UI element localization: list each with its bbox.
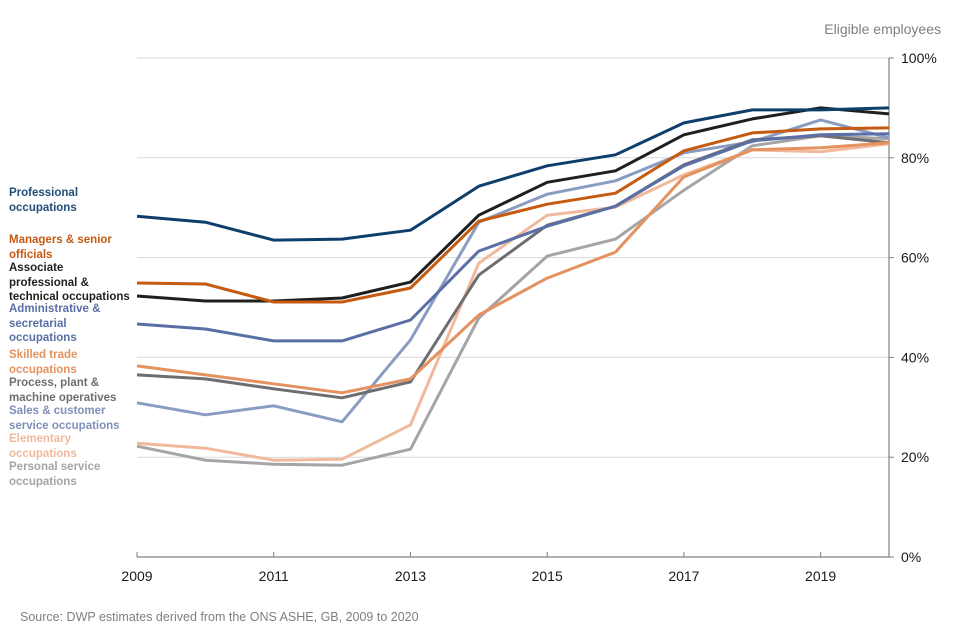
series-line-skilled-trade-occupations [136, 141, 890, 395]
y-axis-unit-label: Eligible employees [824, 21, 941, 37]
legend-label-sales: Sales & customer service occupations [9, 405, 120, 432]
series-line-personal-service-occupations [136, 134, 890, 467]
series-line-administrative-secretarial-occupations [136, 132, 890, 343]
legend-label-associate: Associate professional & technical occup… [9, 262, 130, 303]
x-tick-label: 2015 [532, 568, 563, 584]
legend-label-administrative: Administrative & secretarial occupations [9, 303, 101, 344]
series-line-professional-occupations [136, 106, 890, 242]
legend-label-personal-service: Personal service occupations [9, 461, 101, 488]
x-tick-label: 2019 [805, 568, 836, 584]
legend-label-professional: Professional occupations [9, 187, 79, 214]
legend-label-skilled-trade: Skilled trade occupations [9, 349, 78, 376]
y-tick-label: 40% [901, 349, 929, 365]
x-tick-label: 2013 [395, 568, 426, 584]
x-tick-label: 2017 [668, 568, 699, 584]
y-tick-label: 100% [901, 50, 937, 66]
series-line-associate-professional-technical-occupations [136, 106, 890, 303]
legend-label-elementary: Elementary occupations [9, 433, 77, 460]
series-line-sales-customer-service-occupations [136, 118, 890, 424]
x-tick-label: 2009 [121, 568, 152, 584]
source-note: Source: DWP estimates derived from the O… [20, 610, 419, 624]
y-tick-label: 60% [901, 250, 929, 266]
series-line-managers-senior-officials [136, 126, 890, 304]
legend-label-managers: Managers & senior officials [9, 234, 112, 261]
y-tick-label: 80% [901, 150, 929, 166]
legend-label-process-plant: Process, plant & machine operatives [9, 377, 117, 404]
x-tick-label: 2011 [259, 568, 289, 584]
y-tick-label: 0% [901, 549, 921, 565]
y-tick-label: 20% [901, 449, 929, 465]
